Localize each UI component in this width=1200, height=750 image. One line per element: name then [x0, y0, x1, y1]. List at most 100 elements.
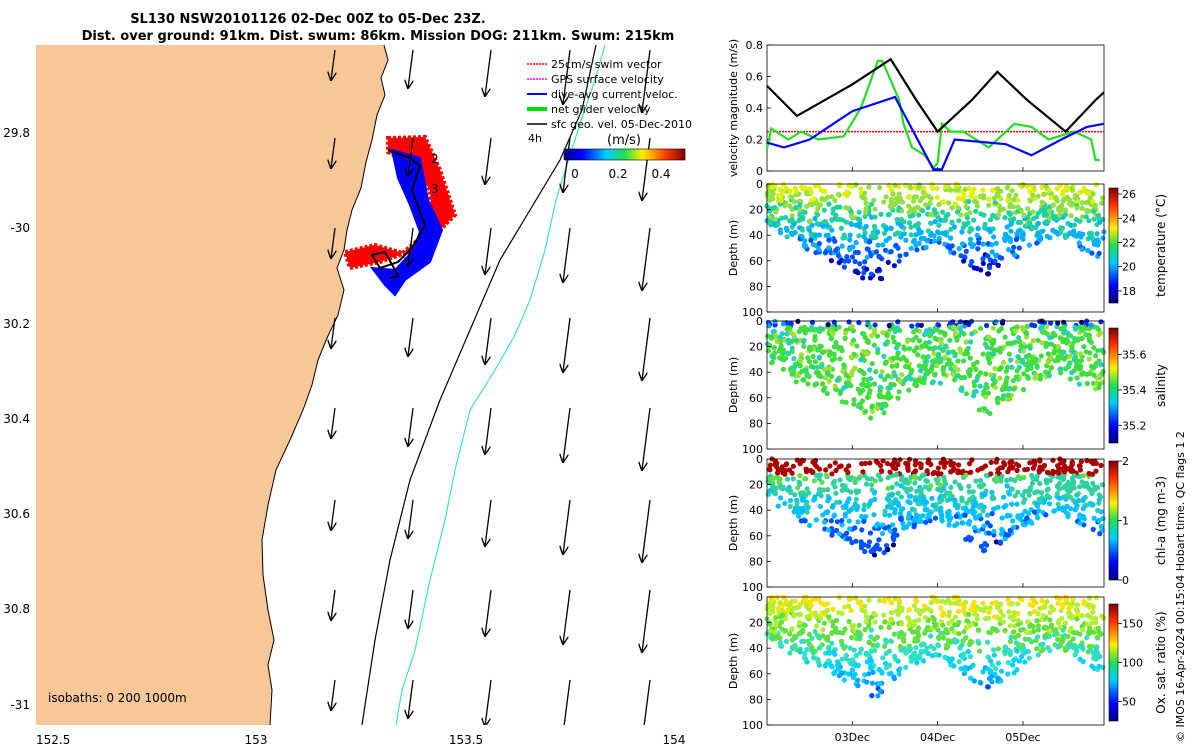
profile-point: [1070, 596, 1076, 603]
profile-point: [948, 462, 954, 468]
profile-point: [1006, 609, 1012, 615]
map-ytick: -30: [10, 221, 30, 235]
profile-point: [902, 377, 908, 383]
profile-point: [871, 197, 877, 203]
profile-point: [1084, 190, 1091, 196]
profile-point: [812, 496, 818, 502]
profile-point: [997, 608, 1004, 615]
profile-point: [1015, 601, 1021, 607]
profile-point: [973, 208, 979, 214]
profile-point: [802, 651, 808, 657]
profile-point: [898, 494, 905, 500]
profile-point: [858, 646, 864, 652]
geo-vector-arrow: [485, 317, 492, 364]
profile-point: [849, 184, 855, 190]
profile-point: [1056, 505, 1062, 512]
profile-point: [1009, 364, 1015, 370]
profile-point: [1030, 209, 1036, 215]
profile-point: [885, 390, 891, 396]
profile-point: [767, 488, 773, 494]
profile-point: [928, 211, 934, 217]
profile-point: [920, 343, 926, 349]
profile-point: [951, 364, 958, 370]
profile-point: [1027, 188, 1033, 195]
profile-point: [1034, 489, 1041, 495]
profile-point: [987, 630, 994, 636]
profile-point: [969, 457, 975, 463]
profile-point: [843, 383, 850, 389]
profile-point: [971, 217, 977, 223]
geo-vector-arrow: [642, 137, 651, 200]
profile-point: [772, 318, 778, 325]
profile-point: [958, 374, 964, 381]
profile-point: [1006, 386, 1012, 392]
profile-point: [830, 210, 836, 216]
profile-point: [771, 345, 777, 351]
profile-point: [836, 375, 842, 381]
profile-point: [1009, 486, 1015, 492]
profile-point: [1088, 459, 1094, 465]
profile-point: [945, 244, 951, 250]
profile-point: [936, 652, 942, 658]
profile-point: [867, 367, 873, 373]
profile-point: [1013, 237, 1020, 243]
profile-point: [967, 461, 973, 467]
profile-point: [931, 620, 937, 626]
profile-point: [1060, 601, 1066, 608]
profile-point: [831, 351, 837, 357]
profile-point: [927, 368, 933, 374]
profile-point: [789, 626, 795, 632]
profile-point: [1077, 467, 1083, 473]
profile-point: [881, 353, 887, 359]
profile-point: [888, 225, 894, 231]
profile-point: [1048, 341, 1054, 347]
profile-point: [1060, 336, 1066, 342]
profile-point: [890, 542, 897, 548]
y-tick-label: 40: [749, 642, 763, 655]
profile-point: [1011, 629, 1017, 635]
profile-point: [789, 213, 795, 219]
profile-point: [925, 228, 932, 234]
profile-point: [868, 482, 875, 488]
profile-point: [788, 230, 795, 236]
profile-point: [767, 197, 773, 203]
profile-point: [916, 227, 922, 233]
profile-point: [814, 200, 820, 206]
profile-point: [794, 372, 801, 378]
profile-point: [883, 359, 889, 365]
profile-point: [774, 339, 780, 345]
profile-point: [1014, 231, 1020, 237]
profile-point: [1009, 501, 1015, 507]
colorbar-label: Ox. sat. ratio (%): [1154, 611, 1168, 713]
profile-point: [855, 386, 861, 392]
profile-point: [896, 341, 902, 348]
profile-point: [913, 607, 919, 613]
profile-point: [1027, 197, 1033, 203]
profile-point: [862, 608, 868, 615]
profile-point: [1095, 484, 1101, 490]
profile-point: [941, 630, 947, 637]
profile-point: [834, 519, 840, 525]
profile-point: [983, 371, 989, 377]
profile-point: [813, 326, 819, 332]
profile-point: [883, 639, 889, 646]
sfc-geo-vectors: [331, 49, 651, 725]
profile-point: [1010, 617, 1016, 623]
profile-point: [879, 468, 885, 474]
profile-point: [1039, 597, 1045, 604]
profile-point: [1079, 613, 1085, 619]
profile-point: [1007, 638, 1014, 645]
profile-point: [1100, 235, 1106, 241]
profile-point: [1100, 369, 1106, 375]
profile-point: [968, 638, 974, 644]
profile-point: [1058, 326, 1064, 332]
profile-point: [862, 626, 868, 633]
profile-point: [1048, 622, 1055, 628]
profile-point: [980, 187, 986, 193]
profile-point: [929, 495, 935, 501]
profile-point: [782, 616, 788, 622]
profile-point: [959, 387, 965, 394]
profile-point: [846, 595, 852, 601]
profile-point: [965, 648, 971, 655]
